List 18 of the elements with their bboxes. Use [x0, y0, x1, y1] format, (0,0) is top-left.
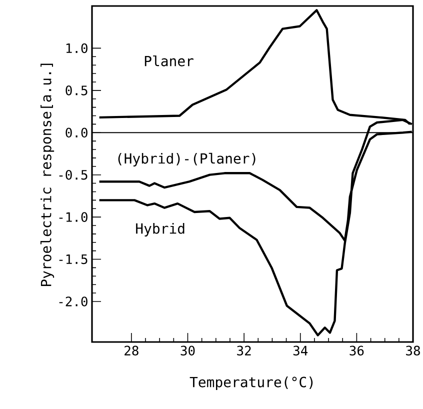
y-tick-label: -0.5 — [59, 170, 88, 180]
x-axis-title: Temperature(°C) — [190, 376, 313, 390]
x-tick-label: 36 — [350, 346, 364, 356]
x-tick-label: 30 — [180, 346, 195, 356]
y-tick-label: -1.5 — [59, 254, 88, 264]
y-tick-label: -2.0 — [59, 296, 88, 306]
x-tick-label: 34 — [293, 346, 308, 356]
text: Planer — [144, 55, 194, 66]
y-tick-label: 1.0 — [66, 43, 88, 54]
y-tick-label: 0.0 — [66, 128, 88, 138]
x-tick-label: 38 — [406, 346, 420, 356]
y-axis-title: Pyroelectric response[a.u.] — [40, 64, 54, 286]
legend-label: (Hybrid)-(Planer) — [118, 152, 256, 166]
y-tick-label: 0.5 — [66, 86, 88, 96]
series-label: Hybrid — [136, 222, 184, 236]
x-tick-label: 32 — [237, 346, 251, 356]
y-tick-label: -1.0 — [59, 212, 88, 222]
x-tick-label: 28 — [124, 346, 138, 356]
